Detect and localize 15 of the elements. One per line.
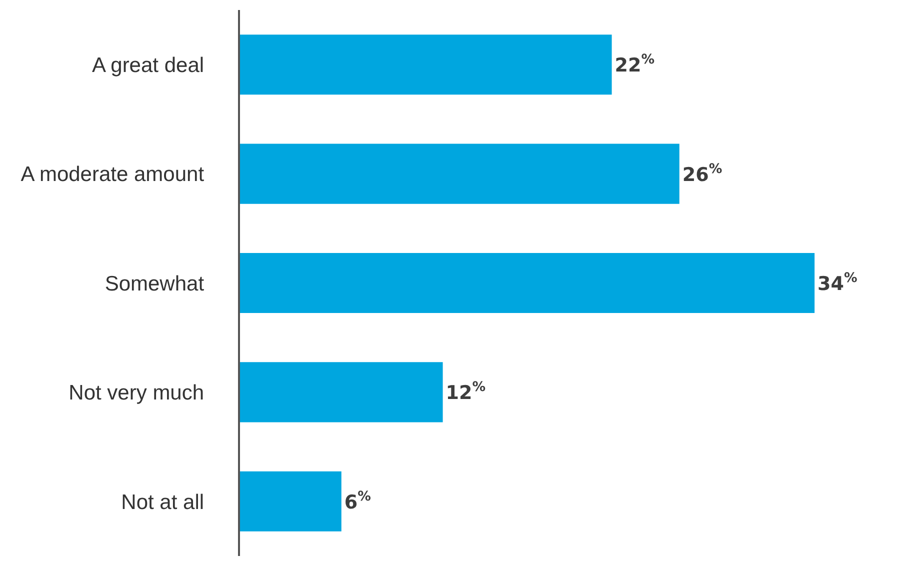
y-tick-label: Not at all bbox=[121, 490, 204, 514]
data-label: 6$^{%}$ bbox=[344, 489, 371, 514]
bar bbox=[240, 34, 612, 95]
y-tick-label: A great deal bbox=[92, 54, 204, 77]
y-tick-label: Somewhat bbox=[104, 272, 204, 296]
data-label: 34$^{%}$ bbox=[818, 271, 858, 295]
y-tick-label: Not very much bbox=[68, 382, 204, 405]
bar bbox=[240, 252, 815, 314]
data-label: 22$^{%}$ bbox=[614, 52, 655, 77]
data-label: 26$^{%}$ bbox=[682, 162, 722, 186]
bar bbox=[240, 471, 342, 532]
y-tick-label: A moderate amount bbox=[20, 163, 204, 186]
data-label: 12$^{%}$ bbox=[446, 380, 486, 404]
bar bbox=[240, 362, 443, 422]
bar bbox=[240, 144, 680, 204]
